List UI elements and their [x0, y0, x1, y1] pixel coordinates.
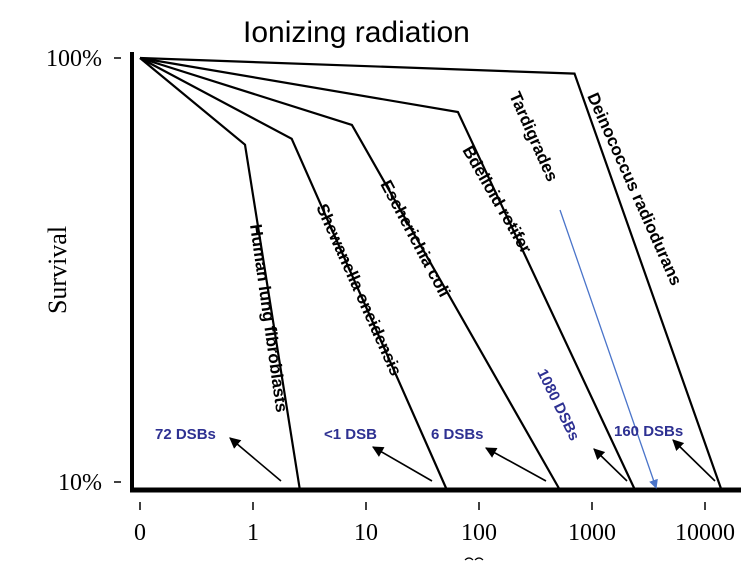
y-tick-label: 10% [58, 470, 102, 496]
dsb-annotation-label: 6 DSBs [431, 426, 484, 443]
x-tick-label: 100 [461, 520, 497, 546]
dsb-annotation-label: <1 DSB [324, 426, 377, 443]
x-tick-label: 10 [354, 520, 378, 546]
x-ticks: 0 1 10 100 1000 10000 [134, 502, 735, 546]
series-line-bdelloid-rotifer [139, 56, 636, 491]
dsb-annotation-arrow [372, 446, 433, 482]
chart-title: Ionizing radiation [243, 16, 470, 49]
series-label-escherichia-coli: Escherichia coli [376, 177, 454, 300]
x-axis-label-fragment [464, 557, 484, 561]
dsb-annotation-label: 160 DSBs [614, 423, 683, 440]
series-label-deinococcus-radiodurans: Deinococcus radiodurans [583, 90, 685, 288]
series-label-bdelloid-rotifer: Bdelloid rotifer [459, 143, 536, 258]
x-tick-label: 1 [247, 520, 259, 546]
y-tick-label: 100% [46, 46, 102, 72]
dsb-annotation-arrow [485, 447, 547, 482]
series-label-tardigrades: Tardigrades [505, 89, 561, 184]
series-line-deinococcus-radiodurans [139, 56, 723, 491]
series-lines [139, 56, 723, 491]
annotations: 72 DSBs <1 DSB 6 DSBs 1080 DSBs 160 DSBs [155, 209, 716, 489]
dsb-annotation-label: 72 DSBs [155, 426, 216, 443]
x-tick-label: 0 [134, 520, 146, 546]
dsb-annotation-arrow [229, 437, 282, 482]
tardigrades-arrow [559, 209, 658, 489]
series-label-human-lung-fibroblasts: Human lung fibroblasts [246, 223, 291, 414]
series-line-escherichia-coli [139, 56, 561, 491]
series-labels: Human lung fibroblasts Shewanella oneiden… [246, 89, 686, 414]
x-tick-label: 10000 [675, 520, 735, 546]
dsb-annotation-label: 1080 DSBs [533, 366, 582, 443]
series-line-shewanella-oneidensis [139, 57, 448, 491]
dsb-annotation-arrow [672, 439, 716, 482]
dsb-annotation-arrow [593, 448, 628, 482]
y-axis-label: Survival [43, 226, 72, 314]
series-line-human-lung-fibroblasts [139, 57, 301, 491]
series-label-shewanella-oneidensis: Shewanella oneidensis [312, 201, 405, 379]
x-tick-label: 1000 [568, 520, 616, 546]
